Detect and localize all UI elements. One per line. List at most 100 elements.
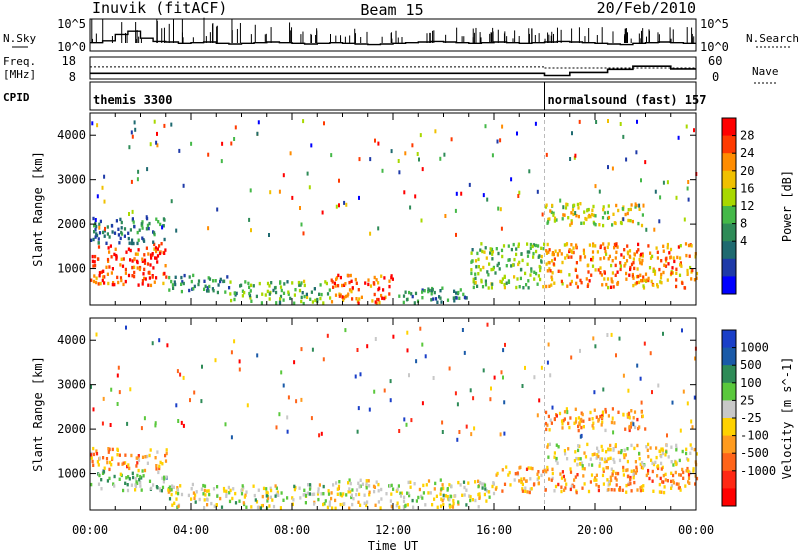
range-cell xyxy=(601,410,604,414)
range-cell xyxy=(94,218,97,222)
range-cell xyxy=(133,270,136,275)
range-cell xyxy=(252,484,255,488)
range-cell xyxy=(133,225,136,229)
range-cell xyxy=(645,473,648,478)
range-cell xyxy=(374,300,377,304)
range-cell xyxy=(559,472,562,476)
range-cell xyxy=(298,486,301,490)
range-cell xyxy=(673,259,676,264)
range-cell xyxy=(137,169,140,174)
range-cell xyxy=(597,449,600,454)
range-cell xyxy=(189,398,191,403)
range-cell xyxy=(346,273,349,278)
range-cell xyxy=(113,252,116,257)
range-cell xyxy=(485,499,488,503)
range-cell xyxy=(675,267,678,271)
range-cell xyxy=(615,483,618,487)
colorbar-swatch xyxy=(722,400,736,419)
range-cell xyxy=(322,492,325,496)
range-cell xyxy=(574,407,577,411)
range-cell xyxy=(564,206,568,210)
range-cell xyxy=(441,430,444,434)
range-cell xyxy=(668,251,671,255)
range-cell xyxy=(111,447,114,452)
noise-tick-top-right: 10^5 xyxy=(700,17,729,31)
range-cell xyxy=(270,488,273,493)
range-cell xyxy=(126,488,130,493)
range-cell xyxy=(155,464,158,468)
range-cell xyxy=(143,267,146,272)
range-cell xyxy=(141,257,144,261)
range-cell xyxy=(659,276,663,280)
range-cell xyxy=(655,455,658,460)
range-cell xyxy=(278,189,281,194)
range-cell xyxy=(454,391,457,396)
range-cell xyxy=(472,396,475,401)
noise-tick-bottom-left: 10^0 xyxy=(57,40,86,54)
range-cell xyxy=(478,492,481,496)
range-cell xyxy=(602,387,605,392)
range-cell xyxy=(694,482,697,486)
range-cell xyxy=(125,250,128,254)
range-cell xyxy=(128,212,130,216)
range-cell xyxy=(640,400,643,405)
range-cell xyxy=(591,463,594,467)
range-cell xyxy=(155,256,158,260)
range-cell xyxy=(626,250,629,254)
range-cell xyxy=(617,450,620,455)
range-cell xyxy=(415,499,418,503)
range-cell xyxy=(300,347,303,352)
range-cell xyxy=(408,493,411,498)
range-cell xyxy=(678,458,681,463)
range-cell xyxy=(412,505,415,509)
range-cell xyxy=(655,246,658,250)
range-cell xyxy=(613,246,616,250)
range-cell xyxy=(351,297,354,301)
range-cell xyxy=(570,211,573,215)
range-cell xyxy=(97,241,100,245)
range-cell xyxy=(568,248,571,252)
range-cell xyxy=(563,243,566,247)
range-cell xyxy=(613,488,616,492)
range-cell xyxy=(679,488,682,492)
range-cell xyxy=(99,219,102,224)
range-cell xyxy=(319,296,322,301)
range-cell xyxy=(341,494,344,498)
range-cell xyxy=(587,215,590,219)
range-cell xyxy=(455,296,458,300)
range-cell xyxy=(629,425,632,429)
range-cell xyxy=(620,253,623,257)
range-cell xyxy=(489,251,492,255)
range-cell xyxy=(620,449,623,453)
range-cell xyxy=(652,269,656,273)
range-cell xyxy=(381,296,384,300)
range-cell xyxy=(605,450,608,454)
range-cell xyxy=(628,273,631,277)
range-cell xyxy=(687,480,690,484)
range-cell xyxy=(479,248,482,252)
range-cell xyxy=(335,481,338,485)
range-cell xyxy=(308,487,312,491)
range-cell xyxy=(95,280,98,285)
range-cell xyxy=(339,502,342,507)
range-cell xyxy=(302,231,305,236)
range-cell xyxy=(606,466,609,470)
range-cell xyxy=(536,189,539,194)
range-cell xyxy=(430,298,433,302)
range-cell xyxy=(594,184,597,189)
range-cell xyxy=(127,273,131,278)
range-cell xyxy=(245,505,248,509)
range-cell xyxy=(603,246,606,250)
range-cell xyxy=(560,279,563,284)
range-cell xyxy=(170,122,173,127)
colorbar-label: Power [dB] xyxy=(780,170,794,242)
range-cell xyxy=(639,273,642,277)
range-cell xyxy=(614,443,617,447)
range-cell xyxy=(613,221,616,225)
range-cell xyxy=(524,365,526,370)
range-cell xyxy=(275,290,278,295)
range-cell xyxy=(213,504,216,508)
range-cell xyxy=(599,266,602,270)
range-cell xyxy=(180,275,183,280)
range-cell xyxy=(413,482,416,486)
